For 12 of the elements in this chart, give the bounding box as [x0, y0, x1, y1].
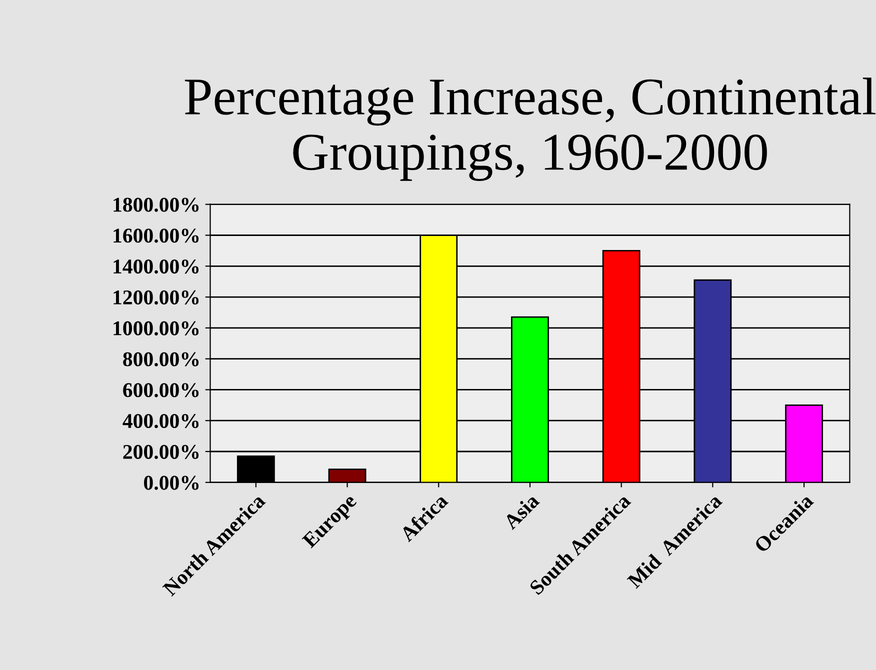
y-tick-label: 1400.00% [114, 260, 199, 274]
y-tick-label: 1000.00% [114, 321, 199, 336]
y-tick-label: 600.00% [123, 383, 199, 398]
y-tick-label: 1800.00% [114, 198, 199, 212]
x-tick-label: Asia [502, 492, 540, 530]
y-tick-label: 1600.00% [114, 228, 199, 243]
y-tick-label: 400.00% [122, 414, 199, 428]
chart-title: Percentage Increase, Continental Groupings, 1960-2000 [184, 78, 876, 182]
y-tick-label: 200.00% [123, 444, 199, 460]
y-tick-label: 1200.00% [114, 290, 199, 305]
y-tick-label: 800.00% [123, 352, 199, 366]
y-tick-label: 0.00% [144, 476, 199, 490]
